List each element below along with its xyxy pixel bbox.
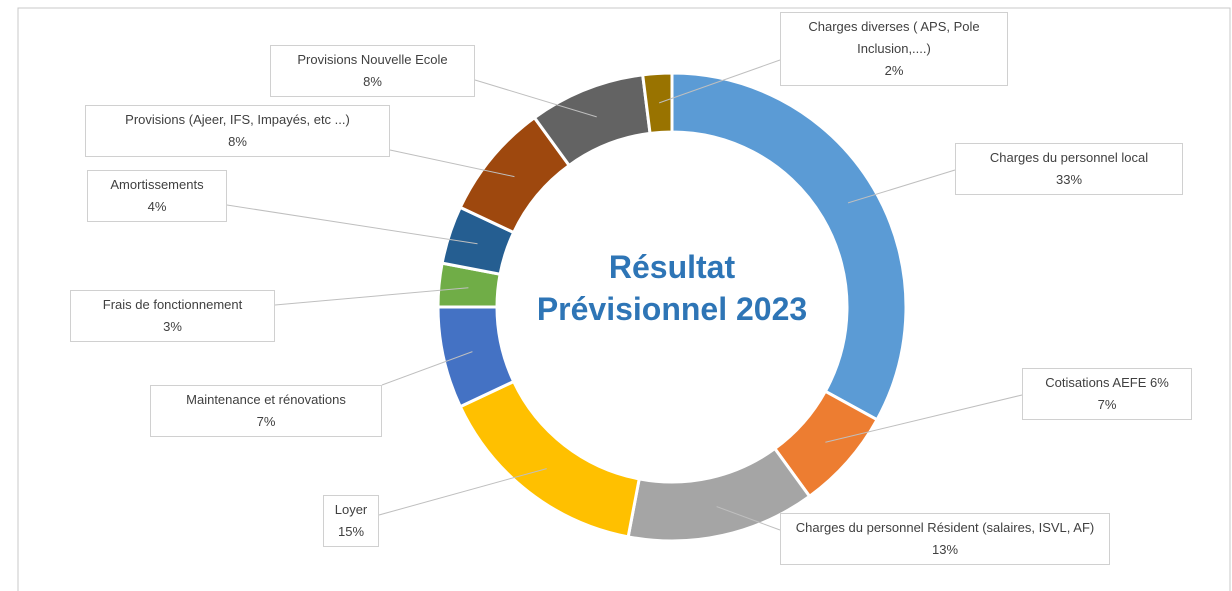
label-category: Frais de fonctionnement bbox=[102, 297, 243, 312]
label-category: Charges diverses ( APS, Pole Inclusion,.… bbox=[808, 19, 980, 56]
label-category: Maintenance et rénovations bbox=[186, 392, 346, 407]
label-category: Provisions Nouvelle Ecole bbox=[297, 52, 448, 67]
data-label: Cotisations AEFE 6% 7% bbox=[1022, 368, 1192, 420]
data-label: Loyer 15% bbox=[323, 495, 379, 547]
leader-line bbox=[474, 79, 597, 118]
data-label: Frais de fonctionnement 3% bbox=[70, 290, 275, 342]
donut-slice bbox=[640, 71, 674, 136]
label-value: 13% bbox=[931, 542, 959, 557]
label-value: 8% bbox=[228, 134, 247, 149]
chart-border bbox=[17, 7, 1231, 591]
data-label: Charges diverses ( APS, Pole Inclusion,.… bbox=[780, 12, 1008, 86]
leader-line bbox=[389, 149, 515, 178]
label-value: 8% bbox=[363, 74, 382, 89]
leader-line bbox=[825, 394, 1023, 443]
data-label: Provisions (Ajeer, IFS, Impayés, etc ...… bbox=[85, 105, 390, 157]
data-label: Provisions Nouvelle Ecole 8% bbox=[270, 45, 475, 97]
donut-slice bbox=[458, 379, 641, 539]
label-category: Cotisations AEFE 6% bbox=[1045, 375, 1169, 390]
chart-title: Résultat Prévisionnel 2023 bbox=[536, 249, 808, 327]
leader-line bbox=[378, 468, 547, 516]
label-value: 15% bbox=[337, 524, 365, 539]
label-category: Amortissements bbox=[110, 177, 204, 192]
leader-line bbox=[658, 59, 781, 104]
label-category: Charges du personnel local bbox=[989, 150, 1149, 165]
leader-line bbox=[716, 506, 781, 531]
label-value: 7% bbox=[1097, 397, 1117, 412]
label-value: 33% bbox=[1055, 172, 1083, 187]
data-label: Amortissements 4% bbox=[87, 170, 227, 222]
data-label: Charges du personnel local 33% bbox=[955, 143, 1183, 195]
leader-line bbox=[381, 351, 473, 386]
label-value: 4% bbox=[147, 199, 167, 214]
label-value: 3% bbox=[163, 319, 182, 334]
data-label: Charges du personnel Résident (salaires,… bbox=[780, 513, 1110, 565]
donut-slice bbox=[670, 71, 908, 422]
label-value: 2% bbox=[884, 63, 904, 78]
data-label: Maintenance et rénovations 7% bbox=[150, 385, 382, 437]
leader-line bbox=[226, 204, 478, 245]
label-category: Charges du personnel Résident (salaires,… bbox=[795, 520, 1095, 535]
label-category: Provisions (Ajeer, IFS, Impayés, etc ...… bbox=[125, 112, 350, 127]
label-category: Loyer bbox=[334, 502, 368, 517]
leader-line bbox=[274, 287, 469, 306]
leader-line bbox=[847, 169, 956, 204]
label-value: 7% bbox=[256, 414, 276, 429]
